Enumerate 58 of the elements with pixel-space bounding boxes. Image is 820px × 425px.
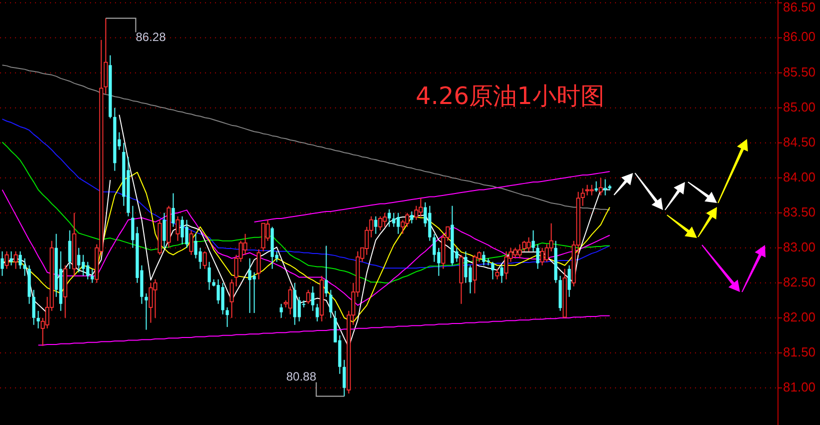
candlestick — [10, 250, 13, 266]
candlestick — [23, 258, 26, 276]
candlestick — [68, 230, 72, 270]
y-tick-label: 85.50 — [783, 64, 816, 80]
candlestick — [230, 278, 234, 318]
candlestick — [342, 359, 346, 397]
y-tick-label: 81.50 — [783, 344, 816, 360]
candlestick — [14, 250, 18, 270]
line-series — [2, 64, 610, 211]
candlestick — [18, 250, 22, 270]
candlestick — [532, 230, 535, 252]
candlestick — [374, 216, 378, 234]
annotation: 80.88 — [286, 369, 317, 384]
candlestick — [0, 250, 4, 276]
y-tick-label: 82.50 — [783, 274, 816, 290]
candlestick — [500, 264, 504, 284]
candlestick — [176, 216, 180, 242]
candlestick — [202, 250, 207, 270]
y-tick-label: 86.50 — [783, 0, 816, 14]
line-series — [2, 142, 610, 284]
candlestick — [32, 289, 36, 326]
line-series — [254, 171, 610, 222]
candlestick — [208, 261, 211, 290]
y-tick-label: 83.50 — [783, 204, 816, 220]
candlestick — [226, 306, 229, 328]
text: 4.26原油1小时图 — [416, 82, 604, 110]
candlestick — [256, 248, 261, 280]
candlestick — [491, 261, 494, 280]
line-series — [2, 172, 610, 323]
candlestick — [189, 230, 194, 256]
candlestick — [144, 292, 148, 330]
candlestick — [329, 289, 332, 318]
y-tick-label: 85.00 — [783, 99, 816, 114]
candlestick — [536, 244, 540, 270]
y-tick-label: 86.00 — [783, 29, 816, 44]
candlestick — [36, 310, 40, 329]
candlestick — [162, 212, 166, 248]
y-tick-label: 82.00 — [783, 309, 816, 324]
candlestick — [568, 264, 571, 298]
candlestick — [280, 303, 283, 318]
candlestick — [316, 303, 319, 322]
line-series — [2, 189, 610, 306]
candlestick — [306, 289, 310, 304]
candlestick — [90, 268, 94, 284]
candlestick — [172, 192, 175, 228]
candlestick — [495, 268, 500, 280]
candlestick — [311, 286, 314, 312]
candlestick — [4, 250, 9, 270]
y-tick-label: 83.00 — [783, 239, 816, 254]
candlestick — [388, 208, 391, 228]
line-series — [38, 315, 610, 346]
y-tick-label: 81.00 — [783, 379, 816, 394]
candlestick — [410, 210, 414, 224]
y-tick-label: 84.50 — [783, 134, 816, 150]
candlestick — [594, 180, 598, 192]
annotation: 86.28 — [136, 30, 166, 44]
candlestick — [324, 245, 328, 298]
y-tick-label: 84.00 — [783, 169, 816, 184]
